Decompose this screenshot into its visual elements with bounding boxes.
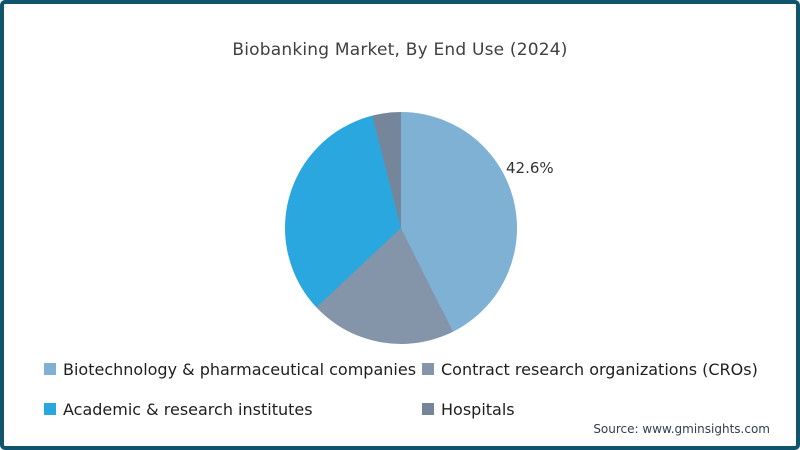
legend-label-hospitals: Hospitals <box>441 399 515 419</box>
legend-item-academic: Academic & research institutes <box>44 399 313 419</box>
legend-label-biotech: Biotechnology & pharmaceutical companies <box>63 359 417 379</box>
pie-slice-value-label: 42.6% <box>506 159 554 177</box>
legend-label-cros: Contract research organizations (CROs) <box>441 359 758 379</box>
chart-title: Biobanking Market, By End Use (2024) <box>232 40 568 60</box>
legend-swatch-academic <box>44 403 56 415</box>
legend-item-biotech: Biotechnology & pharmaceutical companies <box>44 359 416 379</box>
legend-swatch-biotech <box>44 363 56 375</box>
legend-item-hospitals: Hospitals <box>422 399 515 419</box>
legend-item-cros: Contract research organizations (CROs) <box>422 359 758 379</box>
pie-chart <box>285 112 517 344</box>
legend-swatch-hospitals <box>422 403 434 415</box>
legend-swatch-cros <box>422 363 434 375</box>
source-note: Source: www.gminsights.com <box>593 422 770 436</box>
legend-label-academic: Academic & research institutes <box>63 399 313 419</box>
